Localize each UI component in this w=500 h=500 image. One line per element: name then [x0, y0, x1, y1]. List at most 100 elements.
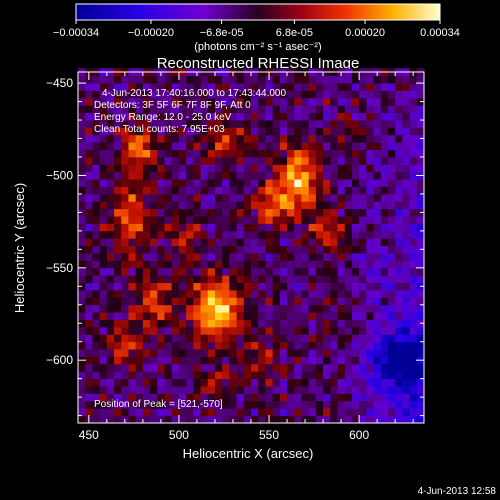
heatmap-cell: [380, 245, 389, 254]
heatmap-cell: [380, 127, 389, 136]
heatmap-cell: [272, 282, 281, 291]
heatmap-cell: [272, 142, 281, 150]
heatmap-cell: [366, 164, 374, 173]
heatmap-cell: [186, 378, 194, 387]
heatmap-cell: [366, 216, 374, 224]
heatmap-cell: [395, 378, 403, 387]
heatmap-cell: [106, 156, 115, 165]
heatmap-cell: [344, 179, 353, 187]
heatmap-cell: [106, 267, 115, 276]
heatmap-cell: [243, 97, 252, 106]
heatmap-cell: [294, 97, 302, 106]
heatmap-cell: [315, 171, 324, 180]
heatmap-cell: [193, 253, 201, 261]
heatmap-cell: [85, 201, 93, 210]
heatmap-cell: [265, 120, 274, 128]
heatmap-cell: [243, 334, 252, 343]
heatmap-cell: [395, 415, 403, 424]
heatmap-cell: [395, 105, 403, 114]
heatmap-cell: [287, 201, 295, 210]
heatmap-cell: [258, 105, 266, 114]
heatmap-cell: [366, 400, 374, 409]
heatmap-cell: [150, 127, 158, 136]
heatmap-cell: [186, 349, 194, 357]
heatmap-cell: [114, 400, 122, 409]
heatmap-cell: [251, 156, 259, 165]
heatmap-cell: [351, 201, 360, 210]
heatmap-cell: [178, 83, 187, 91]
heatmap-cell: [409, 238, 418, 247]
heatmap-cell: [78, 275, 86, 283]
heatmap-cell: [150, 371, 158, 380]
heatmap-cell: [315, 415, 324, 424]
heatmap-cell: [243, 408, 252, 417]
heatmap-cell: [200, 208, 209, 217]
heatmap-cell: [186, 238, 194, 247]
heatmap-cell: [164, 186, 173, 195]
heatmap-cell: [214, 164, 223, 173]
heatmap-cell: [380, 408, 389, 417]
heatmap-cell: [135, 371, 144, 380]
heatmap-cell: [229, 326, 237, 335]
heatmap-cell: [178, 105, 187, 114]
heatmap-cell: [121, 386, 129, 394]
heatmap-cell: [258, 90, 266, 99]
heatmap-cell: [416, 75, 425, 84]
heatmap-cell: [121, 378, 129, 387]
heatmap-cell: [251, 245, 259, 254]
heatmap-cell: [308, 127, 317, 136]
heatmap-cell: [114, 127, 122, 136]
heatmap-cell: [272, 260, 281, 269]
heatmap-cell: [323, 356, 331, 365]
heatmap-cell: [337, 393, 346, 402]
heatmap-cell: [279, 112, 288, 121]
heatmap-cell: [344, 216, 353, 224]
heatmap-cell: [92, 120, 101, 128]
heatmap-cell: [243, 127, 252, 136]
heatmap-cell: [106, 90, 115, 99]
heatmap-cell: [214, 304, 223, 313]
heatmap-cell: [121, 186, 129, 195]
heatmap-cell: [171, 149, 180, 158]
heatmap-cell: [106, 179, 115, 187]
heatmap-cell: [323, 334, 331, 343]
heatmap-cell: [351, 105, 360, 114]
heatmap-cell: [142, 326, 151, 335]
heatmap-cell: [171, 179, 180, 187]
heatmap-cell: [380, 297, 389, 306]
heatmap-cell: [416, 415, 425, 424]
heatmap-cell: [207, 90, 216, 99]
heatmap-cell: [279, 201, 288, 210]
heatmap-cell: [301, 230, 310, 239]
heatmap-cell: [200, 326, 209, 335]
heatmap-cell: [251, 75, 259, 84]
heatmap-cell: [330, 127, 338, 136]
heatmap-cell: [200, 282, 209, 291]
heatmap-cell: [128, 164, 137, 173]
heatmap-cell: [315, 253, 324, 261]
heatmap-cell: [85, 134, 93, 143]
heatmap-cell: [294, 334, 302, 343]
heatmap-cell: [164, 112, 173, 121]
heatmap-cell: [323, 289, 331, 298]
heatmap-cell: [135, 112, 144, 121]
heatmap-cell: [330, 230, 338, 239]
heatmap-cell: [287, 216, 295, 224]
heatmap-cell: [85, 282, 93, 291]
heatmap-cell: [279, 156, 288, 165]
heatmap-cell: [251, 304, 259, 313]
heatmap-cell: [330, 312, 338, 320]
heatmap-cell: [200, 289, 209, 298]
heatmap-cell: [337, 275, 346, 283]
heatmap-cell: [402, 186, 410, 195]
heatmap-cell: [99, 230, 108, 239]
heatmap-cell: [121, 341, 129, 350]
heatmap-cell: [171, 319, 180, 328]
heatmap-cell: [351, 267, 360, 276]
heatmap-cell: [193, 378, 201, 387]
heatmap-cell: [78, 400, 86, 409]
heatmap-cell: [294, 253, 302, 261]
heatmap-cell: [193, 83, 201, 91]
heatmap-cell: [114, 134, 122, 143]
heatmap-cell: [272, 400, 281, 409]
